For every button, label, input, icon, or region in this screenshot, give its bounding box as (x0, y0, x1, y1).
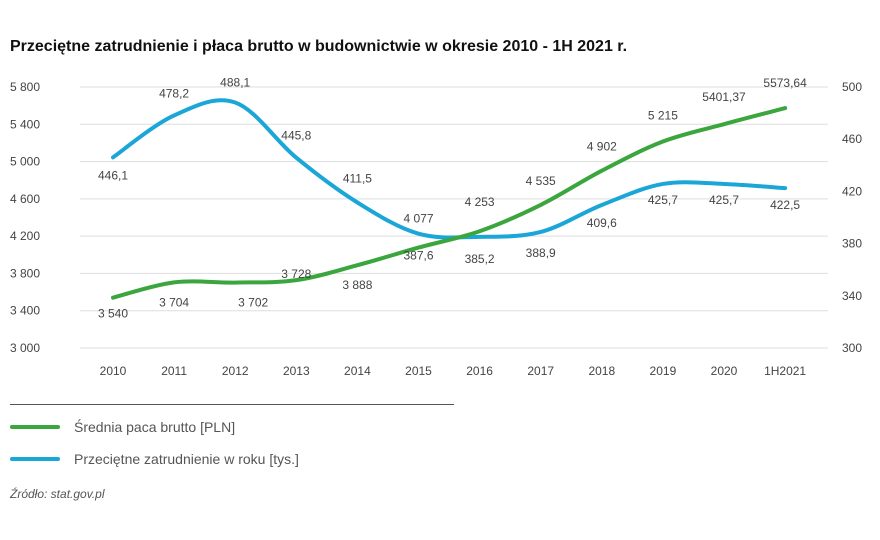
data-label-wage: 3 728 (281, 267, 311, 281)
x-tick-label: 2010 (100, 364, 127, 378)
x-tick-label: 2012 (222, 364, 249, 378)
y-left-tick-label: 4 600 (10, 192, 40, 206)
data-label-employment: 388,9 (526, 246, 556, 260)
x-tick-label: 2011 (161, 364, 187, 378)
data-label-wage: 3 888 (342, 278, 372, 292)
data-label-employment: 425,7 (709, 193, 739, 207)
legend-item-wage: Średnia paca brutto [PLN] (10, 419, 235, 435)
data-label-employment: 425,7 (648, 193, 678, 207)
y-left-tick-label: 3 000 (10, 341, 40, 355)
y-left-tick-label: 5 800 (10, 80, 40, 94)
data-label-wage: 3 702 (238, 296, 268, 310)
data-label-wage: 5 215 (648, 109, 678, 123)
x-tick-label: 2018 (588, 364, 615, 378)
data-label-employment: 478,2 (159, 86, 189, 100)
x-tick-label: 2014 (344, 364, 371, 378)
y-left-tick-label: 3 400 (10, 304, 40, 318)
data-label-wage: 3 540 (98, 307, 128, 321)
y-right-tick-label: 340 (842, 289, 862, 303)
legend-swatch-employment (10, 457, 60, 461)
y-right-tick-label: 500 (842, 80, 862, 94)
data-label-employment: 409,6 (587, 216, 617, 230)
y-left-tick-label: 3 800 (10, 266, 40, 280)
legend-label-wage: Średnia paca brutto [PLN] (74, 419, 236, 435)
y-left-tick-label: 5 000 (10, 155, 40, 169)
chart-title: Przeciętne zatrudnienie i płaca brutto w… (10, 38, 628, 55)
x-tick-label: 2013 (283, 364, 310, 378)
series-line-employment (111, 98, 788, 240)
y-right-tick-label: 420 (842, 184, 862, 198)
x-tick-label: 2016 (466, 364, 493, 378)
x-tick-label: 2020 (711, 364, 738, 378)
legend-label-employment: Przeciętne zatrudnienie w roku [tys.] (74, 451, 299, 467)
data-label-employment: 488,1 (220, 76, 250, 90)
data-label-wage: 4 077 (403, 212, 433, 226)
chart-legend: Średnia paca brutto [PLN] Przeciętne zat… (10, 404, 454, 467)
x-tick-label: 2017 (527, 364, 554, 378)
data-label-employment: 422,5 (770, 198, 800, 212)
series-line-wage (111, 106, 788, 300)
data-label-employment: 387,6 (403, 249, 433, 263)
y-right-tick-label: 380 (842, 237, 862, 251)
data-label-employment: 411,5 (343, 171, 372, 185)
data-label-employment: 445,8 (281, 129, 311, 143)
data-label-employment: 446,1 (98, 168, 128, 182)
line-chart: 3 000 3 400 3 800 4 200 4 600 5 000 5 400 5 800… (10, 76, 862, 378)
data-label-wage: 3 704 (159, 295, 189, 309)
legend-swatch-wage (10, 425, 60, 429)
x-tick-label: 1H2021 (764, 364, 806, 378)
legend-item-employment: Przeciętne zatrudnienie w roku [tys.] (10, 451, 299, 467)
data-label-wage: 5401,37 (702, 90, 746, 104)
x-tick-label: 2019 (650, 364, 677, 378)
y-right-tick-label: 460 (842, 132, 862, 146)
y-right-tick-label: 300 (842, 341, 862, 355)
y-left-tick-label: 4 200 (10, 229, 40, 243)
y-left-tick-label: 5 400 (10, 117, 40, 131)
data-label-employment: 385,2 (465, 252, 495, 266)
source-note: Źródło: stat.gov.pl (10, 487, 105, 501)
x-tick-label: 2015 (405, 364, 432, 378)
data-label-wage: 4 535 (526, 174, 556, 188)
data-label-wage: 4 253 (465, 195, 495, 209)
data-label-wage: 4 902 (587, 140, 617, 154)
data-label-wage: 5573,64 (763, 76, 807, 90)
